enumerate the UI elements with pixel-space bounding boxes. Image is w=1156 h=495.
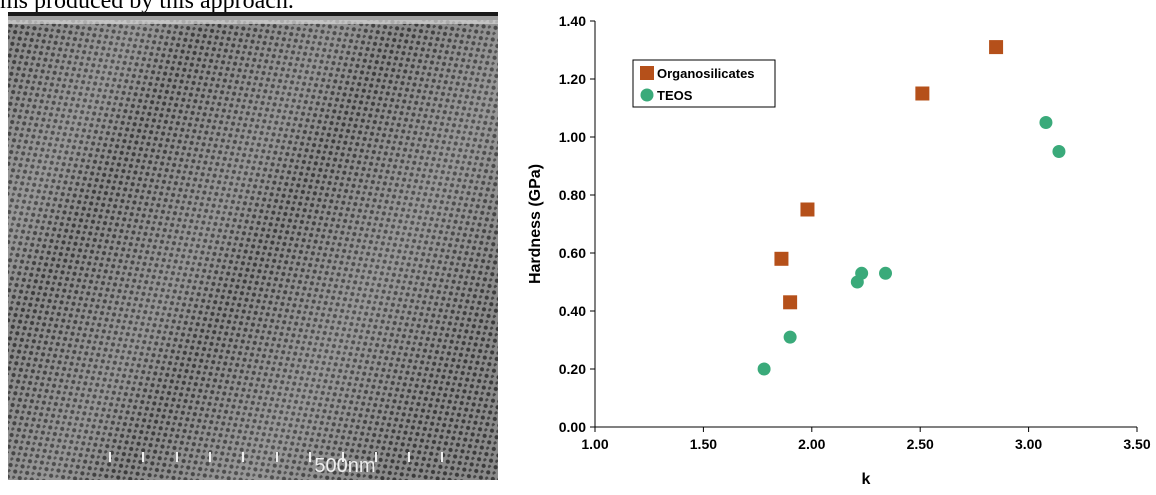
y-axis-label: Hardness (GPa) bbox=[527, 164, 544, 284]
sem-image: 500nm bbox=[8, 12, 498, 480]
y-tick-label: 0.80 bbox=[559, 187, 586, 203]
point bbox=[879, 266, 893, 280]
x-tick-label: 2.50 bbox=[907, 436, 934, 452]
y-tick-label: 0.60 bbox=[559, 245, 586, 261]
body-text: ms produced by this approach. bbox=[0, 0, 294, 14]
y-tick-label: 0.20 bbox=[559, 361, 586, 377]
point bbox=[783, 330, 797, 344]
x-tick-label: 3.50 bbox=[1123, 436, 1150, 452]
legend-marker bbox=[640, 88, 654, 102]
legend-marker bbox=[640, 66, 654, 80]
legend-label: Organosilicates bbox=[657, 66, 755, 81]
point bbox=[774, 251, 789, 266]
x-tick-label: 3.00 bbox=[1015, 436, 1042, 452]
scale-label: 500nm bbox=[314, 455, 375, 477]
point bbox=[915, 86, 930, 101]
y-tick-label: 1.40 bbox=[559, 13, 586, 29]
point bbox=[800, 202, 815, 217]
y-tick-label: 1.00 bbox=[559, 129, 586, 145]
x-axis-label: k bbox=[862, 471, 871, 488]
point bbox=[783, 295, 798, 310]
legend-box bbox=[632, 59, 776, 108]
y-tick-label: 0.40 bbox=[559, 303, 586, 319]
point bbox=[855, 266, 869, 280]
point bbox=[989, 40, 1004, 55]
x-tick-label: 1.00 bbox=[581, 436, 608, 452]
point bbox=[757, 362, 771, 376]
y-tick-label: 0.00 bbox=[559, 419, 586, 435]
point bbox=[1052, 145, 1066, 158]
point bbox=[1039, 116, 1053, 129]
y-tick-label: 1.20 bbox=[559, 71, 586, 87]
x-tick-label: 2.00 bbox=[798, 436, 825, 452]
x-tick-label: 1.50 bbox=[690, 436, 717, 452]
legend-label: TEOS bbox=[657, 88, 693, 103]
